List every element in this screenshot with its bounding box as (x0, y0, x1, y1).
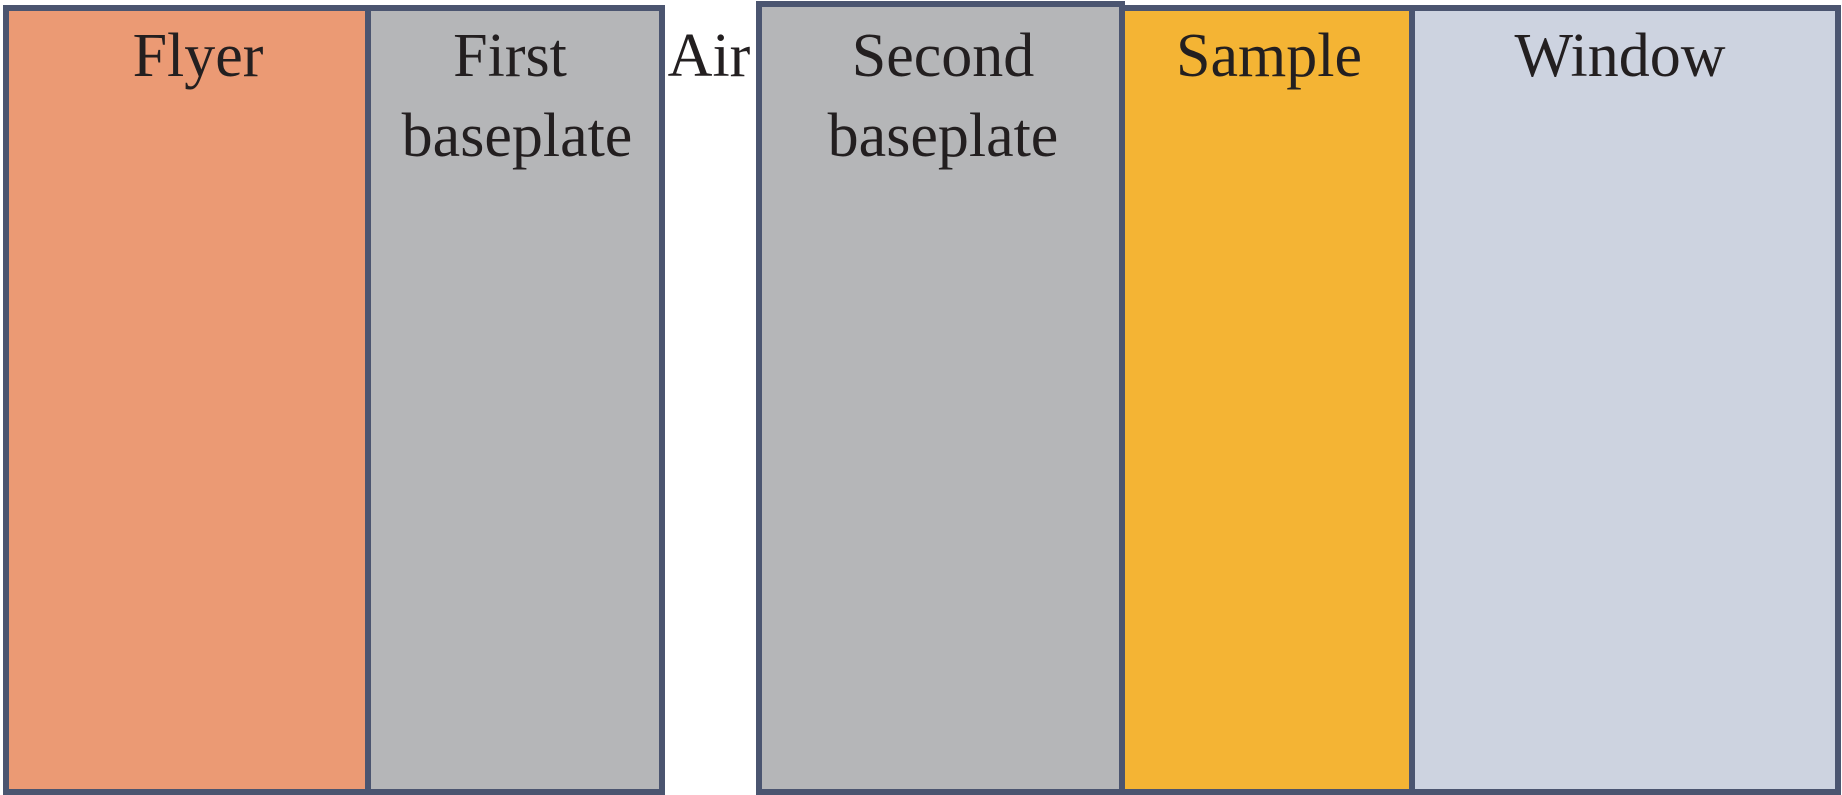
label: Second (852, 22, 1035, 90)
label: Air (668, 22, 751, 90)
flyer-layer (3, 5, 371, 795)
label: First (453, 22, 567, 90)
label: Flyer (133, 22, 264, 90)
first-baseplate-layer (365, 5, 665, 795)
second-baseplate-layer (756, 1, 1125, 795)
label: baseplate (828, 102, 1059, 170)
label: baseplate (402, 102, 633, 170)
label: Window (1514, 22, 1725, 90)
label: Sample (1176, 22, 1362, 90)
sample-layer (1119, 5, 1415, 795)
window-layer (1409, 5, 1841, 795)
